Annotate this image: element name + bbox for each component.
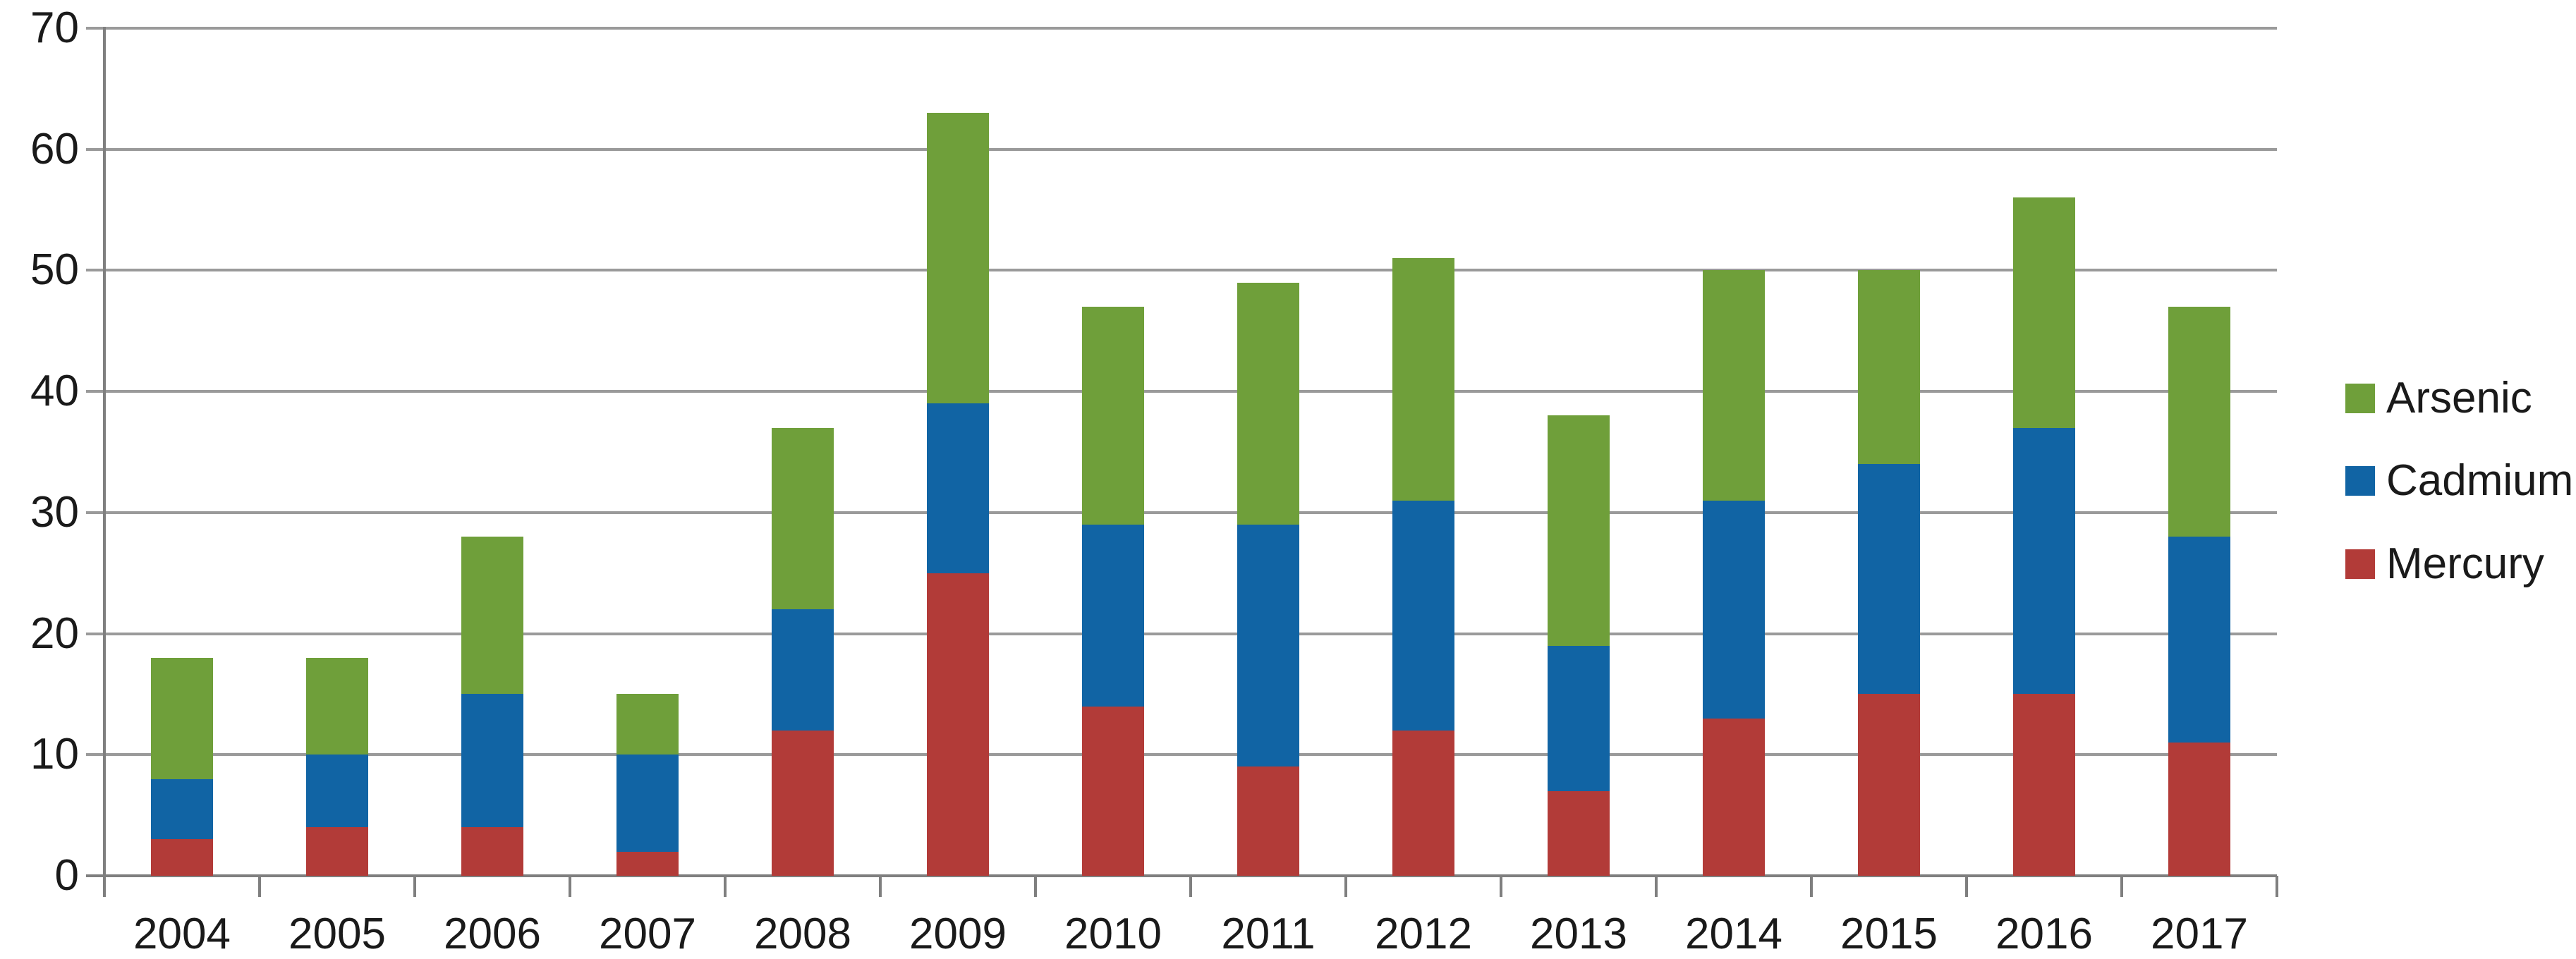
bar-segment-arsenic-2006 xyxy=(461,537,523,695)
y-axis-label: 60 xyxy=(30,124,79,173)
gridline xyxy=(86,390,2277,393)
gridline xyxy=(86,147,2277,151)
x-axis-label-2013: 2013 xyxy=(1530,910,1627,958)
bar-segment-cadmium-2007 xyxy=(616,755,679,852)
bar-segment-mercury-2005 xyxy=(306,827,368,876)
y-axis-label: 30 xyxy=(30,487,79,537)
x-axis-label-2015: 2015 xyxy=(1840,910,1938,958)
x-axis-tick xyxy=(1810,876,1813,897)
legend-label-mercury: Mercury xyxy=(2386,539,2544,588)
bar-segment-cadmium-2012 xyxy=(1392,500,1454,731)
x-axis-label-2007: 2007 xyxy=(599,910,696,958)
x-axis-tick xyxy=(413,876,416,897)
bar-segment-arsenic-2015 xyxy=(1858,270,1920,465)
x-axis-tick xyxy=(2276,876,2278,897)
y-axis-label: 40 xyxy=(30,367,79,416)
x-axis-tick xyxy=(724,876,727,897)
x-axis-label-2016: 2016 xyxy=(1995,910,2093,958)
legend-label-arsenic: Arsenic xyxy=(2386,374,2532,422)
bar-segment-arsenic-2011 xyxy=(1237,282,1299,525)
x-axis-label-2006: 2006 xyxy=(444,910,541,958)
bar-segment-arsenic-2017 xyxy=(2168,306,2230,537)
bar-segment-cadmium-2005 xyxy=(306,755,368,828)
y-axis-label: 10 xyxy=(30,730,79,779)
bar-segment-cadmium-2008 xyxy=(772,609,834,731)
gridline xyxy=(86,269,2277,272)
bar-segment-arsenic-2004 xyxy=(151,657,213,779)
x-axis-tick xyxy=(879,876,882,897)
bar-segment-arsenic-2008 xyxy=(772,427,834,610)
x-axis-tick xyxy=(103,876,106,897)
bar-segment-mercury-2010 xyxy=(1082,706,1144,876)
bar-segment-cadmium-2010 xyxy=(1082,525,1144,707)
bar-segment-arsenic-2007 xyxy=(616,694,679,755)
legend-swatch-cadmium xyxy=(2345,466,2375,496)
gridline xyxy=(86,511,2277,514)
y-axis-label: 0 xyxy=(54,851,79,900)
x-axis-tick xyxy=(1655,876,1658,897)
bar-segment-cadmium-2016 xyxy=(2013,427,2075,695)
x-axis-label-2004: 2004 xyxy=(133,910,231,958)
bar-segment-arsenic-2005 xyxy=(306,657,368,755)
y-axis-label: 20 xyxy=(30,609,79,658)
x-axis-label-2005: 2005 xyxy=(288,910,386,958)
x-axis-label-2014: 2014 xyxy=(1685,910,1782,958)
bar-segment-mercury-2013 xyxy=(1548,790,1610,876)
bar-segment-cadmium-2013 xyxy=(1548,645,1610,791)
bar-segment-mercury-2015 xyxy=(1858,694,1920,876)
x-axis-tick xyxy=(1034,876,1037,897)
x-axis-tick xyxy=(569,876,571,897)
bar-segment-mercury-2006 xyxy=(461,827,523,876)
x-axis-tick xyxy=(2120,876,2123,897)
bar-segment-mercury-2007 xyxy=(616,851,679,876)
bar-segment-cadmium-2015 xyxy=(1858,464,1920,695)
gridline xyxy=(86,632,2277,635)
gridline xyxy=(86,27,2277,30)
bar-segment-mercury-2012 xyxy=(1392,730,1454,876)
y-axis-label: 70 xyxy=(30,4,79,52)
bar-segment-cadmium-2014 xyxy=(1703,500,1765,719)
bar-segment-mercury-2017 xyxy=(2168,743,2230,876)
x-axis-label-2011: 2011 xyxy=(1221,910,1316,958)
x-axis-tick xyxy=(258,876,261,897)
x-axis-label-2010: 2010 xyxy=(1064,910,1162,958)
x-axis-label-2012: 2012 xyxy=(1375,910,1472,958)
x-axis-label-2008: 2008 xyxy=(754,910,851,958)
x-axis-tick xyxy=(1344,876,1347,897)
x-axis-tick xyxy=(1189,876,1192,897)
bar-segment-arsenic-2016 xyxy=(2013,197,2075,428)
bar-segment-mercury-2009 xyxy=(927,573,989,876)
x-axis-baseline xyxy=(86,874,2277,877)
legend-swatch-arsenic xyxy=(2345,384,2375,413)
bar-segment-mercury-2008 xyxy=(772,730,834,876)
bar-segment-cadmium-2006 xyxy=(461,694,523,828)
bar-segment-mercury-2014 xyxy=(1703,718,1765,876)
bar-segment-mercury-2004 xyxy=(151,839,213,876)
legend-swatch-mercury xyxy=(2345,549,2375,579)
gridline xyxy=(86,753,2277,757)
legend-label-cadmium: Cadmium xyxy=(2386,456,2574,505)
x-axis-label-2017: 2017 xyxy=(2151,910,2248,958)
bar-segment-cadmium-2004 xyxy=(151,778,213,840)
y-axis-line xyxy=(103,27,106,897)
bar-segment-arsenic-2014 xyxy=(1703,270,1765,501)
bar-segment-arsenic-2010 xyxy=(1082,306,1144,525)
bar-segment-arsenic-2013 xyxy=(1548,415,1610,646)
bar-segment-mercury-2011 xyxy=(1237,766,1299,876)
x-axis-tick xyxy=(1965,876,1968,897)
y-axis-label: 50 xyxy=(30,245,79,295)
x-axis-label-2009: 2009 xyxy=(909,910,1007,958)
bar-segment-arsenic-2009 xyxy=(927,113,989,404)
bar-segment-mercury-2016 xyxy=(2013,694,2075,876)
x-axis-tick xyxy=(1500,876,1502,897)
bar-segment-cadmium-2011 xyxy=(1237,525,1299,767)
bar-segment-cadmium-2009 xyxy=(927,403,989,573)
bar-segment-arsenic-2012 xyxy=(1392,258,1454,501)
bar-segment-cadmium-2017 xyxy=(2168,537,2230,743)
